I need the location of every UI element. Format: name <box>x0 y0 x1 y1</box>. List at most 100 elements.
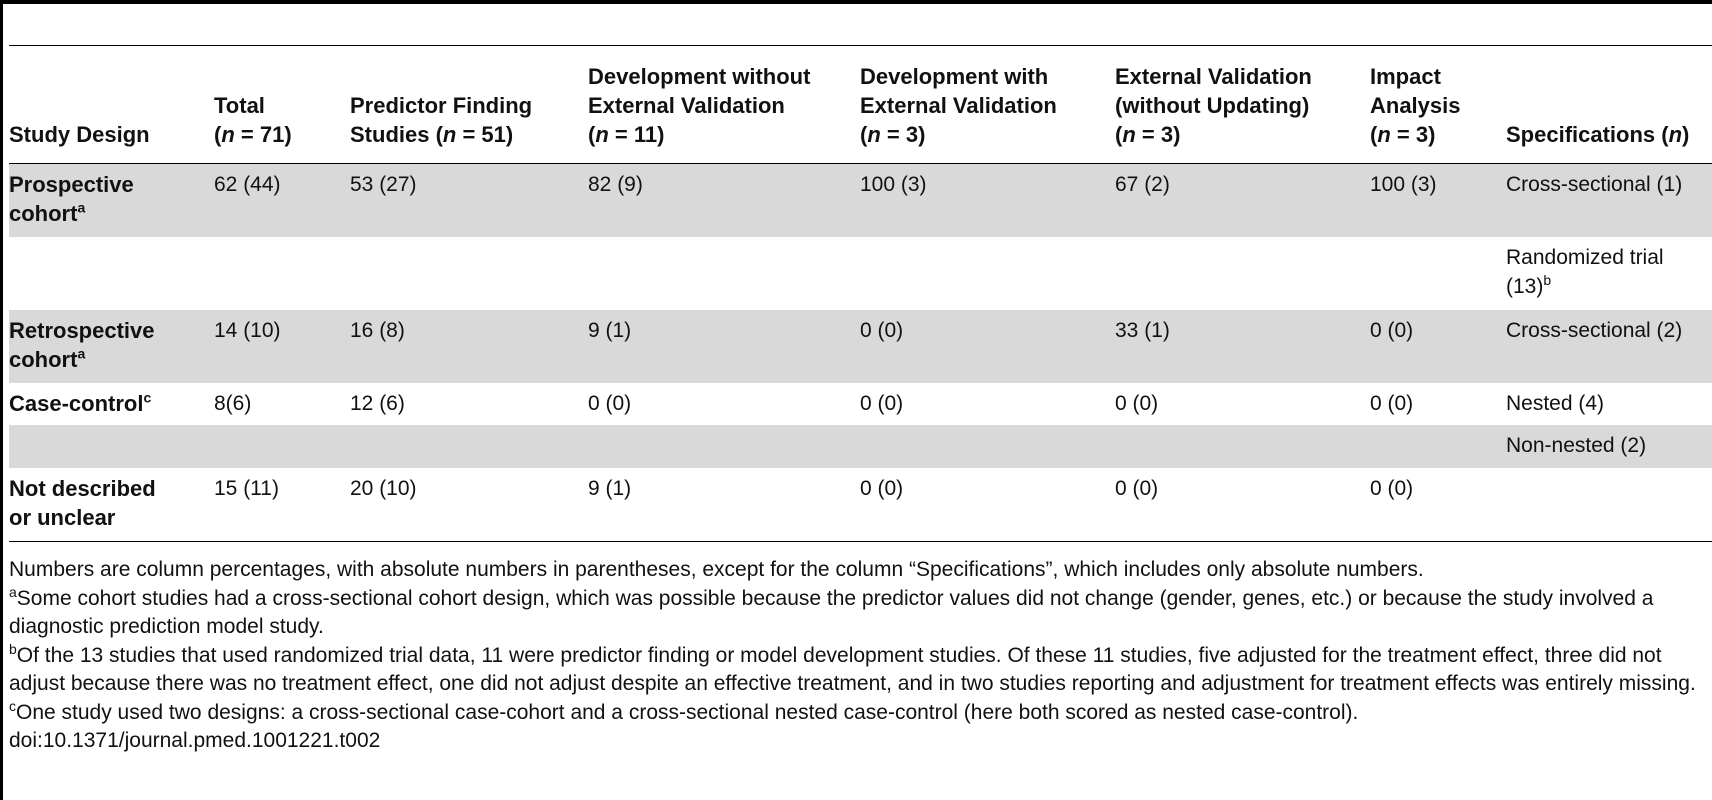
table-row: Randomized trial (13)b <box>9 237 1712 310</box>
table-cell: 16 (8) <box>350 310 588 383</box>
footnote-c-text: One study used two designs: a cross-sect… <box>16 700 1359 724</box>
column-header: Predictor Finding Studies (n = 51) <box>350 46 588 164</box>
table-cell: 0 (0) <box>1370 392 1414 415</box>
column-header: Development without External Validation (n… <box>588 46 860 164</box>
table-cell <box>350 425 588 468</box>
column-header: Impact Analysis (n = 3) <box>1370 46 1506 164</box>
footnote-marker: c <box>143 389 152 406</box>
column-header-line: Study Design <box>9 122 150 147</box>
footnote-a: aSome cohort studies had a cross-section… <box>9 585 1709 642</box>
column-header-line <box>1506 64 1512 89</box>
table-row: Non-nested (2) <box>9 425 1712 468</box>
table-cell <box>1115 237 1370 310</box>
table-cell: 9 (1) <box>588 477 632 500</box>
column-header-line: Development with <box>860 64 1049 89</box>
table-row: Retrospective cohorta 14 (10) 16 (8) 9 (1) 0 … <box>9 310 1712 383</box>
column-header-line: (n = 3) <box>1115 122 1181 147</box>
table-cell <box>350 237 588 310</box>
row-study-design: Not described or unclear <box>9 476 156 530</box>
table-cell: 0 (0) <box>860 310 1115 383</box>
column-header-line <box>1506 93 1512 118</box>
column-header-line: Development without <box>588 64 811 89</box>
table-cell: 14 (10) <box>214 310 350 383</box>
table-cell <box>1115 425 1370 468</box>
footnote-b: bOf the 13 studies that used randomized … <box>9 642 1709 699</box>
table-cell <box>588 425 860 468</box>
table-cell: 0 (0) <box>1370 477 1414 500</box>
row-specification: Randomized trial (13)b <box>1506 246 1664 298</box>
table-cell <box>860 425 1115 468</box>
table-cell: 9 (1) <box>588 310 860 383</box>
table-cell: 12 (6) <box>350 392 405 415</box>
top-rule <box>0 0 1712 4</box>
left-rule <box>0 0 3 800</box>
column-header-line: Studies (n = 51) <box>350 122 514 147</box>
footnote-marker: a <box>77 345 86 362</box>
table-cell: 0 (0) <box>588 392 632 415</box>
table-row: Not described or unclear 15 (11) 20 (10) 9 (… <box>9 468 1712 542</box>
table-cell: 100 (3) <box>1370 163 1506 237</box>
column-header-line: Analysis <box>1370 93 1461 118</box>
table-cell: 62 (44) <box>214 163 350 237</box>
column-header-line <box>9 64 15 89</box>
table-body: Prospective cohorta 62 (44) 53 (27) 82 (9) 10… <box>9 163 1712 542</box>
footnote-marker: a <box>77 199 86 216</box>
footnote-b-text: Of the 13 studies that used randomized t… <box>9 643 1696 696</box>
table-cell: 0 (0) <box>1370 310 1506 383</box>
footnote-main: Numbers are column percentages, with abs… <box>9 558 1424 581</box>
row-specification: Cross-sectional (1) <box>1506 163 1712 237</box>
column-header: Study Design <box>9 46 214 164</box>
table-row: Prospective cohorta 62 (44) 53 (27) 82 (9) 10… <box>9 163 1712 237</box>
row-study-design: Retrospective cohorta <box>9 310 214 383</box>
row-study-design <box>9 425 214 468</box>
header-row: Study Design Total (n = 71) Predictor Fin… <box>9 45 1712 164</box>
column-header-line: (n = 71) <box>214 122 292 147</box>
row-specification <box>1506 468 1712 542</box>
column-header-line: Total <box>214 93 265 118</box>
row-specification: Nested (4) <box>1506 392 1605 415</box>
footnote-b-mark: b <box>9 640 17 657</box>
column-header-line: Impact <box>1370 64 1441 89</box>
table-cell: 0 (0) <box>860 477 904 500</box>
row-study-design <box>9 237 214 310</box>
row-study-design: Prospective cohorta <box>9 163 214 237</box>
column-header-line: External Validation <box>860 93 1057 118</box>
column-header-line: (n = 3) <box>860 122 926 147</box>
table-cell <box>214 425 350 468</box>
column-header-line: Predictor Finding <box>350 93 533 118</box>
table-cell: 53 (27) <box>350 163 588 237</box>
column-header-line: (n = 3) <box>1370 122 1436 147</box>
column-header-line: (n = 11) <box>588 122 665 147</box>
column-header-line <box>214 64 220 89</box>
table-cell: 0 (0) <box>1115 477 1159 500</box>
table-cell: 15 (11) <box>214 477 279 500</box>
column-header: External Validation (without Updating) (n … <box>1115 46 1370 164</box>
table-cell: 82 (9) <box>588 163 860 237</box>
table-cell: 20 (10) <box>350 477 417 500</box>
table-cell: 8(6) <box>214 392 252 415</box>
table-cell: 67 (2) <box>1115 163 1370 237</box>
table-cell <box>1370 425 1506 468</box>
column-header: Total (n = 71) <box>214 46 350 164</box>
table-cell <box>588 237 860 310</box>
table-container: Study Design Total (n = 71) Predictor Fin… <box>9 45 1712 542</box>
table-cell <box>1370 237 1506 310</box>
column-header: Specifications (n) <box>1506 46 1712 164</box>
table-cell: 100 (3) <box>860 163 1115 237</box>
table-footnotes: Numbers are column percentages, with abs… <box>9 556 1709 756</box>
table-row: Case-controlc 8(6) 12 (6) 0 (0) 0 (0) 0 (0) 0 … <box>9 383 1712 425</box>
table-cell: 0 (0) <box>1115 392 1159 415</box>
row-study-design: Case-controlc <box>9 389 152 416</box>
row-specification: Non-nested (2) <box>1506 425 1712 468</box>
footnote-marker: b <box>1543 272 1552 288</box>
table-cell: 33 (1) <box>1115 310 1370 383</box>
footnote-c-mark: c <box>9 697 16 714</box>
study-design-table: Study Design Total (n = 71) Predictor Fin… <box>9 45 1712 542</box>
footnote-a-text: Some cohort studies had a cross-sectiona… <box>9 586 1654 639</box>
table-cell: 0 (0) <box>860 392 904 415</box>
footnote-a-mark: a <box>9 583 17 600</box>
column-header-line <box>350 64 356 89</box>
table-cell <box>214 237 350 310</box>
column-header-line: (without Updating) <box>1115 93 1310 118</box>
column-header-line: External Validation <box>588 93 785 118</box>
